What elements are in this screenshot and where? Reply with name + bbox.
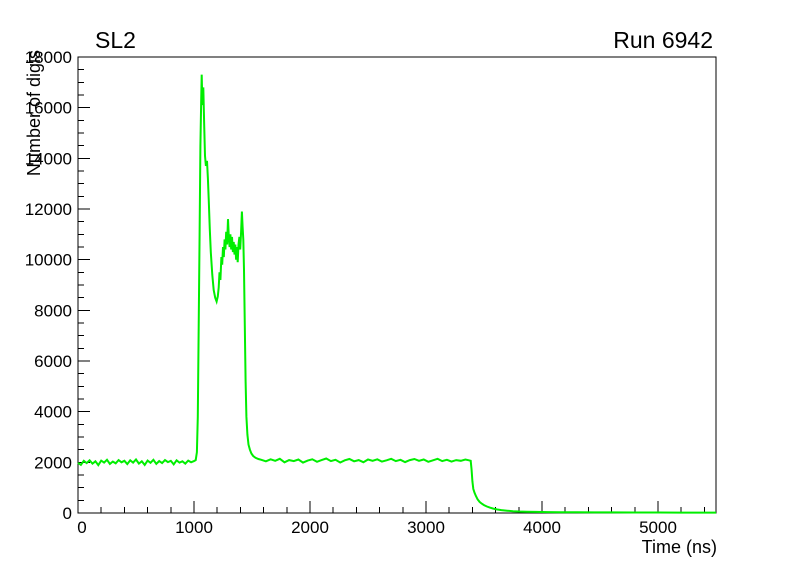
y-tick-label: 14000	[25, 149, 72, 168]
x-tick-label: 3000	[407, 518, 445, 537]
histogram-title: SL2	[95, 27, 136, 53]
x-tick-label: 2000	[291, 518, 329, 537]
x-tick-label: 4000	[523, 518, 561, 537]
run-label: Run 6942	[613, 27, 713, 53]
y-tick-label: 10000	[25, 251, 72, 270]
y-tick-label: 6000	[34, 352, 72, 371]
y-axis-title: Number of digis	[24, 50, 44, 176]
y-tick-label: 12000	[25, 200, 72, 219]
x-tick-label: 0	[77, 518, 86, 537]
y-tick-label: 18000	[25, 48, 72, 67]
y-tick-label: 4000	[34, 403, 72, 422]
x-tick-label: 1000	[175, 518, 213, 537]
y-tick-label: 2000	[34, 453, 72, 472]
plot-frame	[77, 56, 717, 514]
y-tick-label: 16000	[25, 99, 72, 118]
y-tick-label: 8000	[34, 301, 72, 320]
x-tick-label: 5000	[639, 518, 677, 537]
histogram-line	[77, 74, 716, 514]
y-tick-label: 0	[63, 504, 72, 523]
x-axis-title: Time (ns)	[642, 537, 717, 557]
